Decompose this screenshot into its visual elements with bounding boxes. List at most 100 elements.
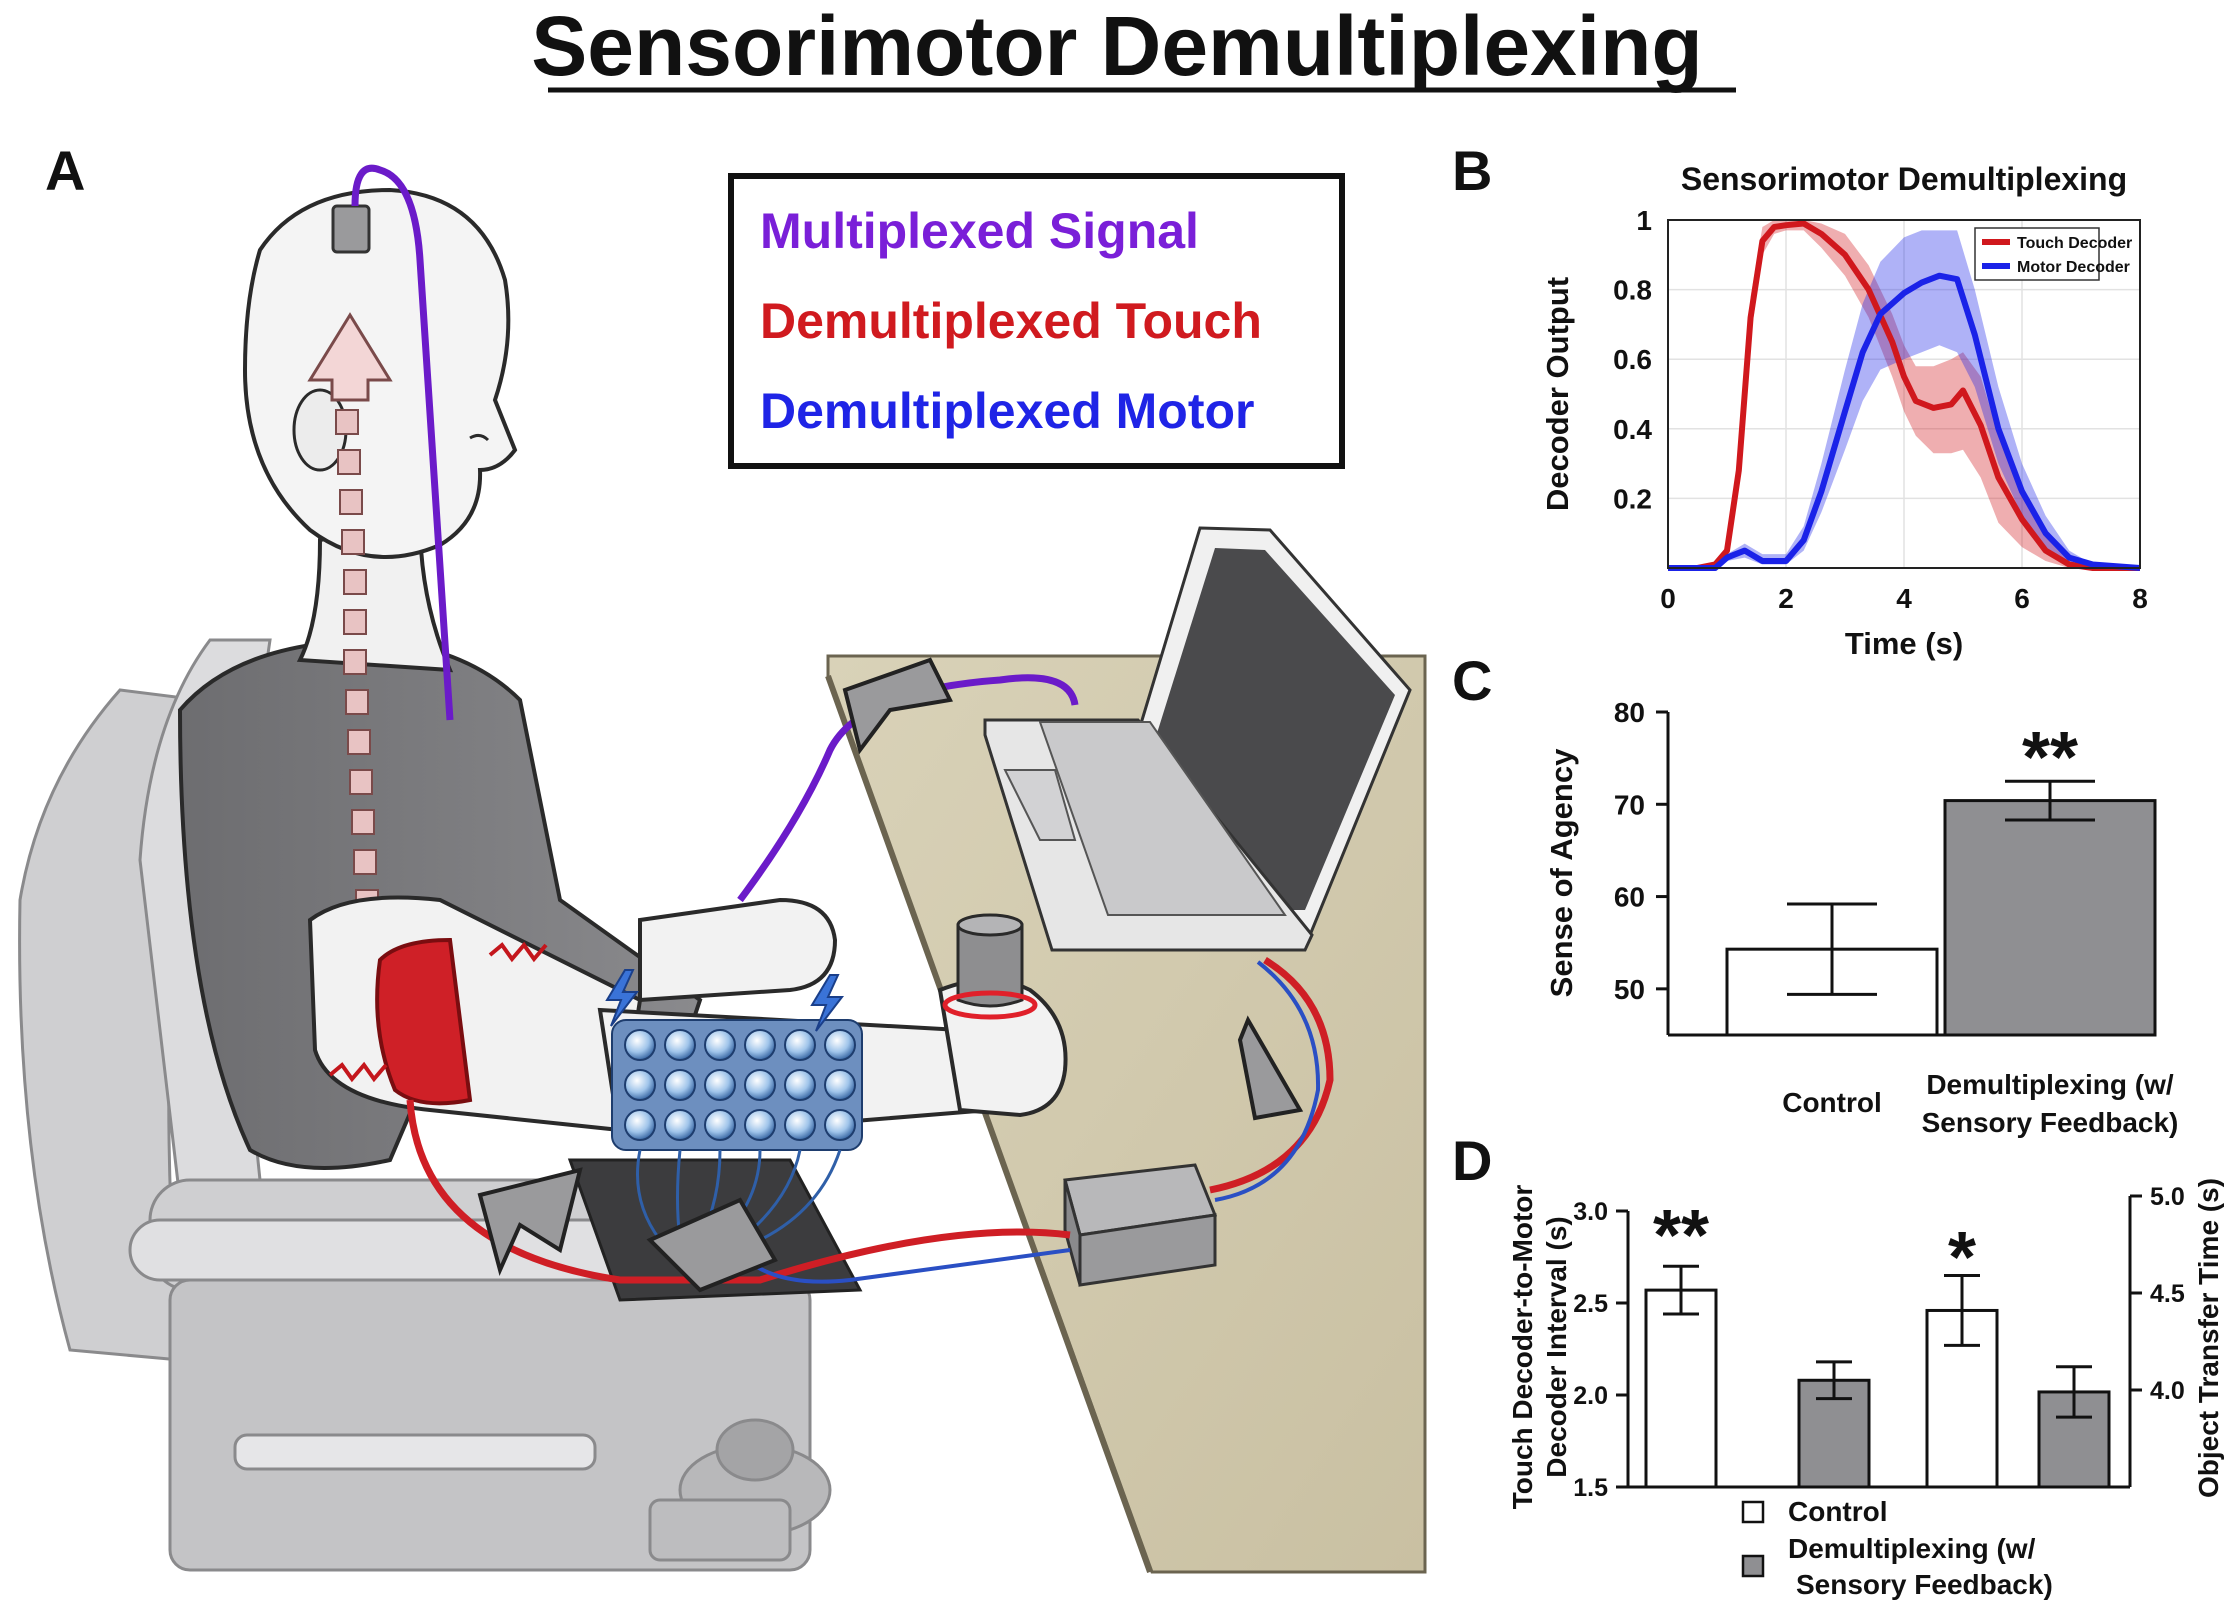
legend-touch-decoder: Touch Decoder <box>2017 235 2132 252</box>
y-tick-label: 0.4 <box>1613 414 1652 445</box>
wheelchair-base <box>168 1278 812 1572</box>
y-tick-label: 3.0 <box>1573 1198 1608 1226</box>
legend-box <box>728 173 1345 469</box>
chart-c-ticks: 50 60 70 80 <box>1614 697 1668 1005</box>
panel-d-letter: D <box>1452 1129 1492 1192</box>
x-tick-label: 0 <box>1660 583 1676 614</box>
touch-signal-icon <box>488 941 548 963</box>
cylinder-top <box>956 913 1024 937</box>
electrode-array <box>611 1019 863 1151</box>
legend-demux-swatch <box>1741 1554 1765 1578</box>
panel-c: C 50 60 70 80 Sense of Agency ** Control De… <box>1452 649 2178 1138</box>
chart-c-category-demux-line2: Sensory Feedback) <box>1922 1107 2179 1138</box>
chart-b-ticks: 0 2 4 6 8 0.2 0.4 0.6 0.8 1 <box>1613 205 2148 614</box>
y-tick-label: 1 <box>1636 205 1652 236</box>
illustration <box>18 164 1427 1574</box>
chart-d-right-significance: * <box>1948 1218 1976 1298</box>
flow-arrow-icon <box>842 657 953 755</box>
chart-b-xlabel: Time (s) <box>1845 626 1963 661</box>
chart-d-left-ylabel-line2: Decoder Interval (s) <box>1541 1216 1572 1477</box>
laptop-keyboard <box>1038 721 1287 916</box>
laptop-trackpad <box>1003 769 1077 841</box>
y-tick-label: 2.0 <box>1573 1382 1608 1410</box>
legend-demultiplexed-touch: Demultiplexed Touch <box>760 293 1262 349</box>
y-tick-label: 80 <box>1614 697 1645 728</box>
x-tick-label: 6 <box>2014 583 2030 614</box>
y-tick-label: 0.6 <box>1613 344 1652 375</box>
y-tick-label: 50 <box>1614 974 1645 1005</box>
y-tick-label: 0.2 <box>1613 483 1652 514</box>
chart-c-category-control: Control <box>1782 1087 1882 1118</box>
laptop <box>983 526 1412 952</box>
chart-d-legend: Control Demultiplexing (w/ Sensory Feedb… <box>1741 1496 2053 1600</box>
chart-b-legend: Touch Decoder Motor Decoder <box>1974 227 2132 281</box>
chart-d-left-ylabel-line1: Touch Decoder-to-Motor <box>1507 1185 1538 1510</box>
x-tick-label: 8 <box>2132 583 2148 614</box>
chart-d-left: 1.5 2.0 2.5 3.0 <box>1573 1198 1871 1502</box>
chart-d-left-significance: ** <box>1653 1196 1709 1276</box>
chart-b-lines <box>1668 220 2141 571</box>
spinal-arrow-icon <box>307 312 393 402</box>
bar-demultiplexing <box>1943 799 2157 1037</box>
legend-multiplexed-signal: Multiplexed Signal <box>760 203 1199 259</box>
y-tick-label: 0.8 <box>1613 275 1652 306</box>
chart-c-category-demux-line1: Demultiplexing (w/ <box>1926 1069 2174 1100</box>
chart-b-ylabel: Decoder Output <box>1540 277 1575 511</box>
y-tick-label: 70 <box>1614 789 1645 820</box>
x-tick-label: 2 <box>1778 583 1794 614</box>
desk-edge <box>825 674 1153 1574</box>
panel-c-letter: C <box>1452 649 1492 712</box>
flow-arrow-icon-3 <box>477 1167 583 1276</box>
stimulator-box <box>1063 1163 1218 1287</box>
wheelchair-control <box>648 1498 792 1562</box>
chart-b-frame <box>1667 219 2141 569</box>
series-line-motor <box>1668 272 2141 571</box>
y-tick-label: 2.5 <box>1573 1290 1608 1318</box>
legend-demux-line2: Sensory Feedback) <box>1796 1569 2053 1600</box>
error-band-touch <box>1668 220 2140 568</box>
legend-control: Control <box>1788 1496 1888 1527</box>
legend-control-swatch <box>1741 1500 1765 1524</box>
legend-demux-line1: Demultiplexing (w/ <box>1788 1533 2036 1564</box>
multiplexed-cable <box>351 164 454 721</box>
flow-arrow-icon-4 <box>646 1197 778 1293</box>
touch-highlight <box>942 990 1038 1020</box>
panel-b: B Sensorimotor Demultiplexing 0 2 4 6 8 0.2 0.… <box>1452 139 2148 661</box>
cylinder-object <box>956 923 1024 1008</box>
y-tick-label: 1.5 <box>1573 1474 1608 1502</box>
chart-d-right-ylabel: Object Transfer Time (s) <box>2193 1178 2224 1498</box>
chart-b-title: Sensorimotor Demultiplexing <box>1681 161 2127 197</box>
chart-b-legend-box <box>1974 227 2100 281</box>
y-tick-label: 4.5 <box>2150 1280 2185 1308</box>
legend-demultiplexed-motor: Demultiplexed Motor <box>760 383 1254 439</box>
legend-motor-decoder: Motor Decoder <box>2017 259 2130 276</box>
wheelchair-bar <box>233 1433 597 1471</box>
y-tick-label: 4.0 <box>2150 1377 2185 1405</box>
head-implant <box>331 204 371 254</box>
arm-cuff <box>375 937 473 1106</box>
panel-d: D 1.5 2.0 2.5 3.0 4.0 4.5 5.0 Touch Decoder-t… <box>1452 1129 2224 1600</box>
chart-c-significance: ** <box>2022 718 2078 798</box>
touch-signal-icon-2 <box>328 1061 388 1083</box>
panel-b-letter: B <box>1452 139 1492 202</box>
x-tick-label: 4 <box>1896 583 1912 614</box>
joystick-knob <box>715 1418 795 1482</box>
lightning-icon-2 <box>810 974 845 1032</box>
panel-a: A <box>18 139 1427 1574</box>
eye <box>469 433 490 442</box>
panel-a-letter: A <box>45 139 85 202</box>
chart-c-ylabel: Sense of Agency <box>1544 748 1579 997</box>
lightning-icon <box>605 969 640 1027</box>
chart-c-bars <box>1725 779 2157 1037</box>
bar-demultiplexing <box>2037 1390 2111 1489</box>
chart-d-right: 4.0 4.5 5.0 <box>1925 1183 2185 1489</box>
y-tick-label: 60 <box>1614 882 1645 913</box>
flow-arrow-icon-2 <box>1237 1015 1304 1121</box>
figure-title: Sensorimotor Demultiplexing <box>531 0 1703 93</box>
y-tick-label: 5.0 <box>2150 1183 2185 1211</box>
bar-control <box>1644 1288 1718 1489</box>
panel-a-legend: Multiplexed Signal Demultiplexed Touch D… <box>728 173 1345 469</box>
far-arm <box>638 897 838 1003</box>
touch-cable <box>406 957 1334 1284</box>
